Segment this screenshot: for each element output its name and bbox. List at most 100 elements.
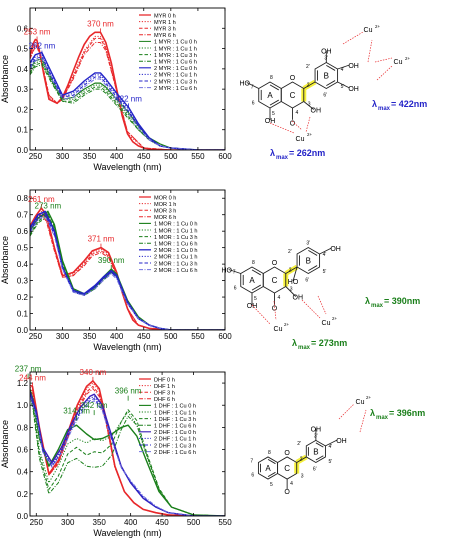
atom-number: 2 [300,456,303,462]
cu-coordination [374,57,393,63]
y-axis-label: Absorbance [0,420,10,468]
cu-label: Cu [356,399,365,406]
plot-frame [29,7,226,151]
atom-number: 3 [301,474,304,480]
cu-label: Cu [296,136,305,143]
cu-label: Cu [364,27,373,34]
atom-number: 2' [306,64,310,70]
y-tick-label: 1.2 [17,379,29,388]
cu-charge: 2+ [307,132,313,137]
annotation: 237 nm [15,365,42,379]
chart-panel-3: 250 300 350 400 450 500 550 0.0 0.2 0.4 0.6 0.8 1.0 1… [0,365,232,538]
x-tick-label: 500 [164,152,178,161]
double-bond [251,269,262,276]
annotation-label: 422 nm [115,94,142,103]
x-tick-label: 350 [83,152,97,161]
ring-link [303,81,316,89]
hydroxyl-label: OH [348,63,359,70]
annotation: 244 nm [19,373,46,388]
atom-number: 4 [296,110,299,116]
y-tick-label: 0.0 [17,146,29,155]
oh-bond [285,286,297,297]
x-tick-label: 300 [56,332,70,341]
ring-label: C [284,464,290,473]
atom-number: 5 [270,482,273,488]
atom-number: 8 [252,260,255,266]
carbonyl-oxygen: O [284,489,290,496]
oh-bond [319,247,332,255]
cu-complex: Cu2+ [301,295,338,327]
legend-label: 1 DHF : 1 Cu 1 h [154,410,196,416]
atom-number: 6 [252,101,255,107]
ring-label: A [265,464,271,473]
annotation-label: 253 nm [24,27,51,36]
plot-frame [29,189,226,331]
y-tick-label: 0.2 [17,490,29,499]
atom-number: 4' [341,67,345,73]
x-tick-label: 550 [218,518,232,527]
annotation: 396 nm [115,387,142,401]
y-tick-label: 0.1 [17,310,29,319]
cu-label: Cu [322,320,331,327]
legend-label: 2 MYR : 1 Cu 3 h [154,79,197,85]
y-tick-label: 0.6 [17,24,29,33]
carbonyl-oxygen: O [272,306,278,313]
double-bond [267,471,276,478]
x-tick-label: 350 [93,518,107,527]
atom-number: 5 [272,111,275,117]
series-line-8 [30,393,225,516]
atom-number: 2 [289,268,292,274]
legend-label: MYR 3 h [154,27,176,33]
ring-link [285,266,298,274]
oh-bond [228,269,241,274]
legend-label: 2 MYR : 1 Cu 6 h [154,86,197,92]
annotation-label: 261 nm [28,195,55,204]
series-line-12 [30,58,225,150]
x-tick-label: 400 [110,332,124,341]
legend-label: MOR 0 h [154,195,176,201]
lambda-subscript: max [378,106,391,112]
legend-label: 2 DHF : 1 Cu 1 h [154,437,196,443]
atom-number: 3 [308,102,311,108]
hydroxyl-label: HO [288,279,299,286]
double-bond [267,458,276,465]
series-line-5 [30,386,225,516]
legend-label: DHF 0 h [154,377,175,383]
annotation: 370 nm [87,19,114,34]
atom-number: 3' [306,241,310,247]
x-tick-label: 250 [30,518,44,527]
lambda-max-label: λ max = 396nm [370,408,425,421]
x-tick-label: 350 [83,332,97,341]
legend-label: 1 MOR : 1 Cu 3 h [154,235,198,241]
x-tick-label: 400 [110,152,124,161]
atom-number: 5' [341,84,345,90]
y-tick-label: 0.6 [17,227,29,236]
atom-number: 6' [313,466,317,472]
x-axis-label: Wavelength (nm) [93,342,161,352]
atom-number: 4 [278,295,281,301]
double-bond [269,84,280,91]
x-axis-label: Wavelength (nm) [93,162,161,172]
cu-complex: Cu2+ [338,395,372,433]
carbonyl-oxygen: O [290,121,296,128]
atom-number: 6' [323,93,327,99]
legend-label: 2 MYR : 1 Cu 1 h [154,73,197,79]
y-tick-label: 0.1 [17,126,29,135]
cu-coordination [359,409,367,433]
double-bond [326,64,336,71]
hydroxyl-label: OH [311,108,322,115]
cu-label: Cu [394,59,403,66]
double-bond [251,284,262,291]
annotation: 371 nm [88,235,115,249]
annotation-label: 371 nm [88,235,115,244]
x-tick-label: 450 [137,332,151,341]
series-group [30,31,225,150]
hydroxyl-label: OH [330,246,341,253]
atom-number: 8 [268,450,271,456]
legend-label: 1 MYR : 1 Cu 3 h [154,53,197,59]
annotation-label: 390 nm [98,256,125,265]
oh-bond [325,439,338,447]
